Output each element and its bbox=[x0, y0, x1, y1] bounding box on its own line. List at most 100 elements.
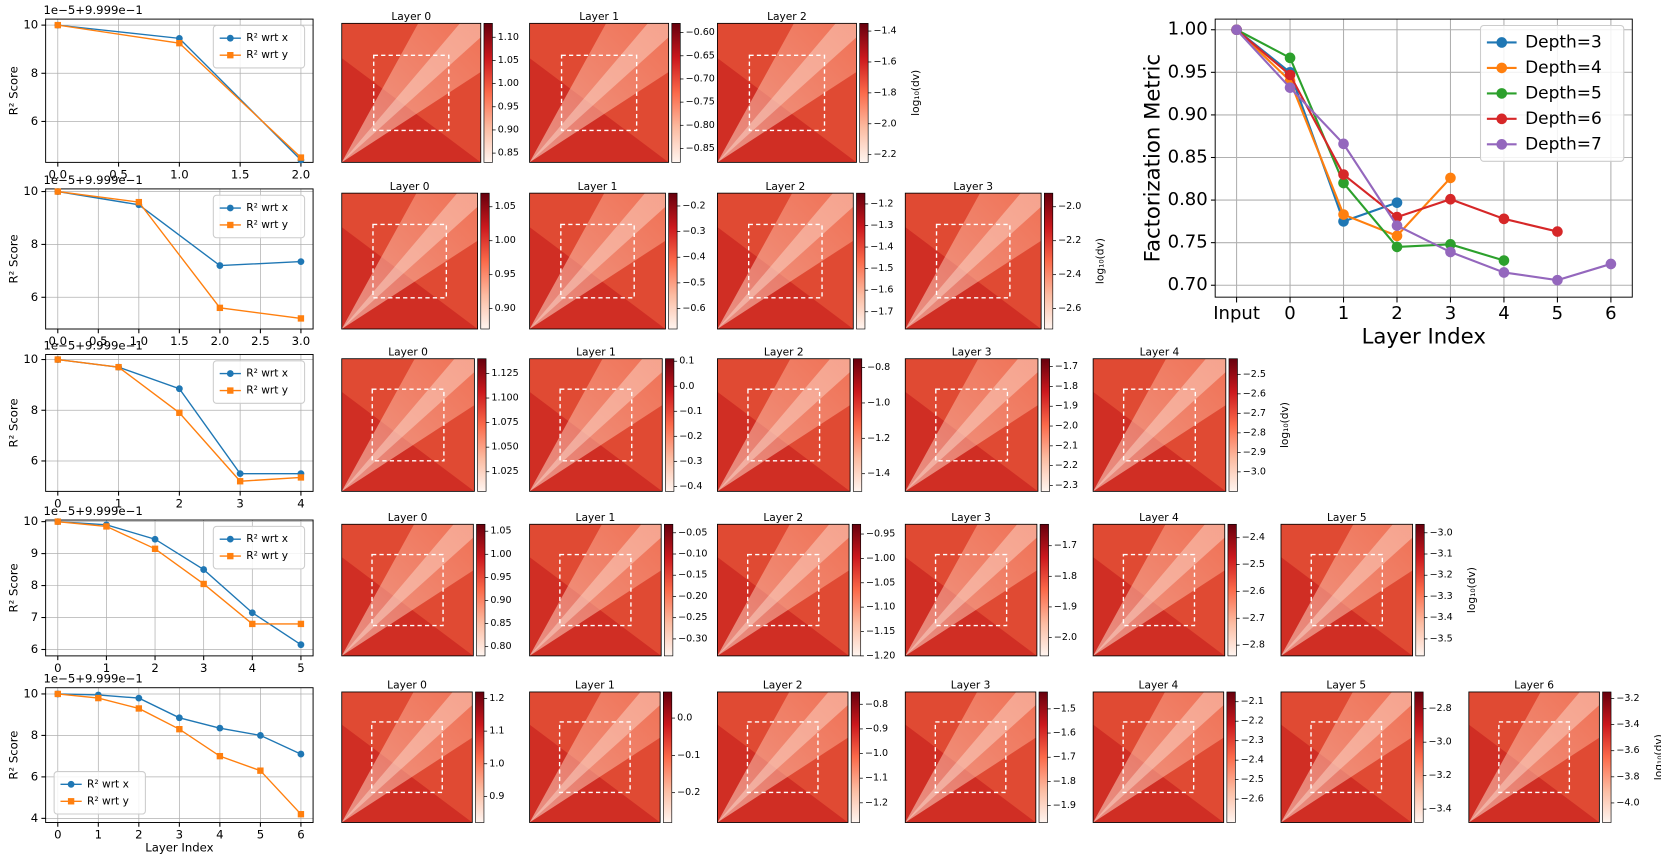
marker bbox=[176, 39, 183, 47]
colorbar bbox=[851, 523, 862, 657]
marker bbox=[54, 188, 61, 195]
panel-title: Layer 3 bbox=[953, 180, 993, 193]
colorbar-tick-label: 1.00 bbox=[490, 549, 511, 560]
marker bbox=[216, 304, 224, 312]
colorbar-tick-label: −2.4 bbox=[1242, 532, 1265, 543]
colorbar-tick-label: −2.3 bbox=[1055, 480, 1078, 491]
colorbar-tick-label: −3.2 bbox=[1430, 570, 1453, 581]
x-tick-label: 2.0 bbox=[292, 168, 311, 182]
colorbar-tick-label: 0.85 bbox=[490, 618, 511, 629]
legend-label: R² wrt y bbox=[87, 794, 129, 807]
colorbar-tick-label: −2.0 bbox=[873, 118, 896, 129]
y-tick-label: 6 bbox=[31, 290, 38, 304]
legend-marker bbox=[226, 204, 234, 212]
colorbar bbox=[1414, 691, 1424, 823]
colorbar-tick-label: −1.2 bbox=[865, 797, 888, 808]
colorbar-tick-label: 1.05 bbox=[490, 526, 511, 537]
marker bbox=[1445, 239, 1456, 250]
panel-title: Layer 0 bbox=[390, 180, 430, 193]
heatmap-wedge bbox=[905, 524, 1037, 656]
heatmap-frame bbox=[717, 22, 857, 163]
x-tick-label: 4 bbox=[249, 661, 256, 675]
colorbar-tick-label: −2.1 bbox=[1055, 440, 1078, 451]
panel-title: Layer 3 bbox=[951, 511, 991, 524]
y-axis-label: Factorization Metric bbox=[1141, 54, 1166, 262]
heatmap-frame bbox=[1280, 691, 1412, 823]
colorbar bbox=[671, 23, 681, 163]
colorbar-tick-label: −2.2 bbox=[1058, 235, 1081, 246]
heatmap-wedge bbox=[717, 691, 848, 823]
y-tick-label: 8 bbox=[31, 578, 38, 592]
marker bbox=[297, 474, 305, 481]
colorbar-tick-label: −0.3 bbox=[679, 456, 702, 467]
marker bbox=[103, 523, 110, 530]
panel-title: Layer 4 bbox=[1139, 679, 1179, 692]
colorbar-tick-label: −0.9 bbox=[865, 723, 888, 734]
x-tick-label: 0 bbox=[54, 828, 61, 842]
panel-title: Layer 0 bbox=[391, 10, 431, 23]
y-tick-label: 8 bbox=[31, 237, 38, 251]
focus-box bbox=[935, 223, 1011, 299]
x-tick-label: 0.0 bbox=[49, 334, 68, 348]
colorbar-tick-label: −2.8 bbox=[1243, 427, 1266, 438]
legend-box bbox=[53, 771, 146, 815]
marker bbox=[1391, 197, 1403, 208]
heatmap-diagonal bbox=[1093, 524, 1225, 656]
heatmap-wedge bbox=[341, 193, 478, 330]
plot-frame bbox=[45, 188, 314, 330]
marker bbox=[1338, 169, 1349, 180]
colorbar-tick-label: −3.3 bbox=[1430, 591, 1453, 602]
colorbar-tick-label: −2.2 bbox=[873, 149, 896, 160]
heatmap-frame bbox=[341, 192, 479, 330]
y-tick-label: 6 bbox=[31, 114, 38, 128]
focus-box bbox=[373, 54, 450, 132]
offset-text: 1e−5+9.999e−1 bbox=[44, 672, 143, 686]
colorbar-tick-label: −0.80 bbox=[686, 120, 715, 131]
colorbar-tick-label: 1.075 bbox=[491, 417, 518, 428]
heatmap-wedge bbox=[341, 524, 474, 656]
offset-text: 1e−5+9.999e−1 bbox=[44, 3, 143, 17]
marker bbox=[297, 811, 305, 818]
legend-marker bbox=[227, 387, 234, 394]
marker bbox=[1391, 230, 1403, 242]
legend-marker bbox=[67, 798, 75, 805]
heatmap-wedge bbox=[717, 358, 851, 492]
marker bbox=[115, 363, 122, 371]
panel-title: Layer 4 bbox=[1139, 511, 1179, 524]
heatmap-diagonal bbox=[717, 524, 850, 656]
marker bbox=[151, 535, 159, 543]
colorbar-tick-label: −0.1 bbox=[677, 750, 700, 761]
colorbar-tick-label: −0.2 bbox=[677, 787, 700, 798]
heatmap-frame bbox=[341, 691, 473, 823]
colorbar-label: log₁₀(dv) bbox=[1278, 402, 1291, 448]
colorbar-tick-label: −3.0 bbox=[1430, 527, 1453, 538]
x-tick-label: 3 bbox=[176, 828, 183, 842]
focus-box bbox=[935, 388, 1009, 462]
heatmap-frame bbox=[1092, 523, 1226, 657]
heatmap-diagonal bbox=[1280, 691, 1412, 823]
heatmap-wedge bbox=[717, 193, 854, 330]
colorbar-tick-label: −0.2 bbox=[679, 431, 702, 442]
y-tick-label: 8 bbox=[31, 66, 38, 80]
marker bbox=[54, 518, 61, 525]
y-tick-label: 6 bbox=[31, 642, 38, 656]
panel-title: Layer 1 bbox=[576, 511, 616, 524]
colorbar bbox=[850, 691, 860, 823]
colorbar-tick-label: −3.4 bbox=[1430, 612, 1453, 623]
colorbar-tick-label: −1.6 bbox=[1053, 728, 1076, 739]
panel-title: Layer 2 bbox=[763, 511, 803, 524]
x-tick-label: 1 bbox=[103, 661, 110, 675]
colorbar-tick-label: 1.1 bbox=[489, 726, 504, 737]
colorbar-tick-label: 0.1 bbox=[679, 356, 694, 367]
x-tick-label: 5 bbox=[1552, 303, 1563, 324]
marker bbox=[1552, 226, 1563, 237]
x-tick-label: Input bbox=[1213, 303, 1260, 324]
colorbar-tick-label: −2.0 bbox=[1054, 632, 1077, 643]
heatmap-diagonal bbox=[717, 358, 851, 492]
x-tick-label: 2 bbox=[1391, 303, 1402, 324]
colorbar-tick-label: −1.0 bbox=[867, 397, 890, 408]
marker bbox=[1498, 213, 1510, 225]
marker bbox=[95, 694, 102, 702]
marker bbox=[1391, 220, 1403, 231]
